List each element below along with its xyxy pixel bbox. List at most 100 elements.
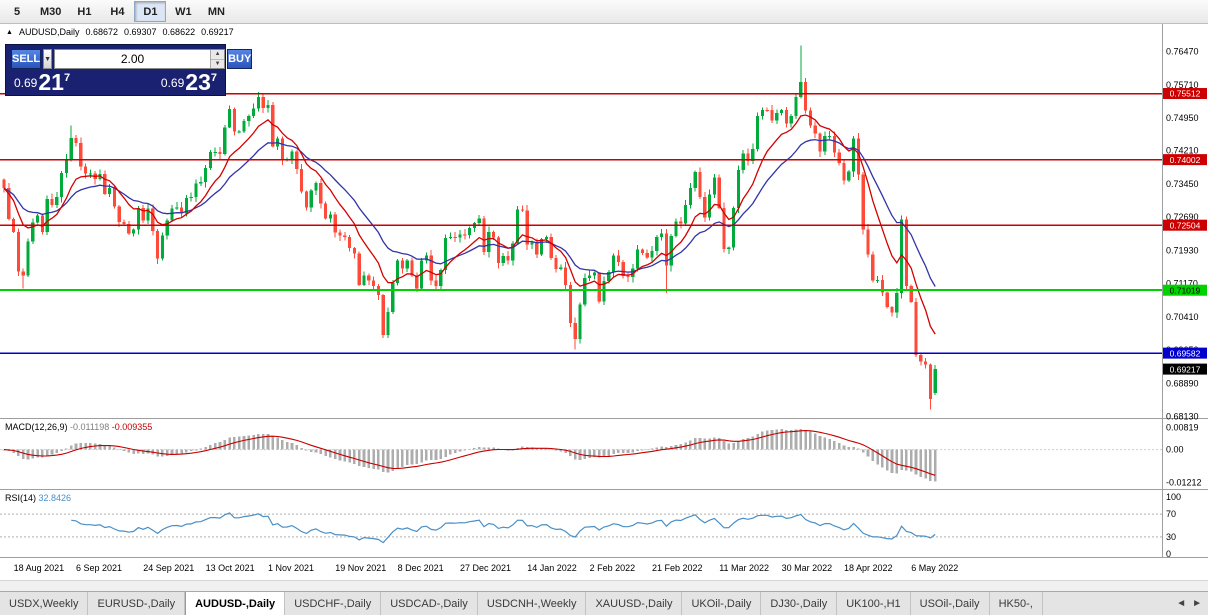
chart-text: 0.00 bbox=[1166, 445, 1184, 455]
date-axis-label: 24 Sep 2021 bbox=[143, 563, 194, 573]
tab-usdchf-daily[interactable]: USDCHF-,Daily bbox=[285, 592, 382, 615]
stepper-up-icon[interactable]: ▲ bbox=[211, 50, 225, 60]
tab-hk50[interactable]: HK50-, bbox=[989, 592, 1043, 615]
date-axis-label: 19 Nov 2021 bbox=[335, 563, 386, 573]
tab-audusd-daily[interactable]: AUDUSD-,Daily bbox=[185, 592, 286, 615]
tab-usdcad-daily[interactable]: USDCAD-,Daily bbox=[381, 592, 478, 615]
macd-signal-line bbox=[3, 430, 936, 476]
tab-scroll-controls: ◄ ► bbox=[1170, 592, 1208, 615]
tab-eurusd-daily[interactable]: EURUSD-,Daily bbox=[88, 592, 186, 615]
chart-text: 0.74950 bbox=[1166, 113, 1199, 123]
price-tag: 0.74002 bbox=[1163, 154, 1207, 166]
price-tag: 0.69582 bbox=[1163, 347, 1207, 359]
volume-input[interactable] bbox=[55, 50, 211, 68]
date-axis-label: 6 May 2022 bbox=[911, 563, 958, 573]
buy-price-big: 23 bbox=[185, 69, 211, 95]
chevron-down-icon: ▼ bbox=[44, 55, 52, 63]
stepper-down-icon[interactable]: ▼ bbox=[211, 59, 225, 68]
tab-usdx-weekly[interactable]: USDX,Weekly bbox=[0, 592, 89, 615]
ohlc-open: 0.68672 bbox=[85, 27, 118, 37]
ohlc-close: 0.69217 bbox=[201, 27, 234, 37]
price-tag: 0.72504 bbox=[1163, 219, 1207, 231]
chart-text: 0 bbox=[1166, 549, 1171, 559]
date-axis-label: 13 Oct 2021 bbox=[206, 563, 255, 573]
timeframe-button-h1[interactable]: H1 bbox=[77, 5, 92, 18]
chart-text: 0.71930 bbox=[1166, 245, 1199, 255]
chart-tabs-bar: USDX,Weekly EURUSD-,Daily AUDUSD-,Daily USD… bbox=[0, 591, 1208, 615]
chart-text: 0.75710 bbox=[1166, 80, 1199, 90]
chart-text: 0.72504 bbox=[1170, 220, 1201, 230]
rsi-line bbox=[71, 512, 936, 544]
chart-text: 0.00819 bbox=[1166, 423, 1199, 433]
chart-text: -0.01212 bbox=[1166, 477, 1202, 487]
sell-price-prefix: 0.69 bbox=[14, 76, 38, 90]
chart-area[interactable]: 0.76470 0.75710 0.74950 0.74210 0.73450 0.726… bbox=[0, 24, 1208, 580]
rsi-header: RSI(14) 32.8426 bbox=[5, 493, 71, 503]
timeframe-button-mn[interactable]: MN bbox=[207, 5, 225, 18]
chart-symbol-title: AUDUSD,Daily bbox=[18, 27, 80, 37]
chart-text: 0.68890 bbox=[1166, 378, 1199, 388]
chart-text: 0.70410 bbox=[1166, 312, 1199, 322]
sell-button[interactable]: SELL bbox=[11, 49, 42, 69]
one-click-trade-panel: SELL ▼ ▲ ▼ BUY 0.69 21 7 0.69 23 bbox=[5, 44, 253, 96]
sell-price[interactable]: 0.69 21 7 bbox=[14, 71, 71, 94]
sell-price-pipette: 7 bbox=[63, 72, 71, 84]
date-axis-label: 1 Nov 2021 bbox=[268, 563, 314, 573]
date-axis-label: 2 Feb 2022 bbox=[590, 563, 636, 573]
tab-usoil-daily[interactable]: USOil-,Daily bbox=[910, 592, 990, 615]
chart-text: 0.75512 bbox=[1170, 89, 1201, 99]
timeframe-toolbar: 5 M30 H1 H4 D1 W1 MN bbox=[0, 0, 1208, 24]
timeframe-button-w1[interactable]: W1 bbox=[175, 5, 192, 18]
buy-price-prefix: 0.69 bbox=[160, 76, 185, 90]
symbol-marker-icon: ▲ bbox=[6, 28, 13, 36]
timeframe-button-h4[interactable]: H4 bbox=[110, 5, 125, 18]
buy-price[interactable]: 0.69 23 7 bbox=[160, 69, 217, 95]
date-axis-label: 8 Dec 2021 bbox=[398, 563, 444, 573]
timeframe-button-d1[interactable]: D1 bbox=[134, 1, 167, 22]
chart-text: 0.74002 bbox=[1170, 155, 1201, 165]
tab-uk100-h1[interactable]: UK100-,H1 bbox=[837, 592, 911, 615]
buy-button[interactable]: BUY bbox=[227, 49, 253, 69]
date-axis-label: 18 Aug 2021 bbox=[14, 563, 65, 573]
ma-slow-line bbox=[3, 138, 936, 287]
bottom-strip bbox=[0, 580, 1208, 591]
date-axis-label: 30 Mar 2022 bbox=[782, 563, 833, 573]
date-axis-label: 21 Feb 2022 bbox=[652, 563, 703, 573]
volume-stepper: ▲ ▼ bbox=[210, 50, 225, 68]
chart-text: 30 bbox=[1166, 532, 1176, 542]
macd-header: MACD(12,26,9) -0.011198 -0.009355 bbox=[5, 422, 152, 432]
chart-text: 0.71019 bbox=[1170, 285, 1201, 295]
price-tag: 0.75512 bbox=[1163, 88, 1207, 100]
tab-xauusd-daily[interactable]: XAUUSD-,Daily bbox=[586, 592, 683, 615]
timeframe-button-m30[interactable]: M30 bbox=[40, 5, 62, 18]
price-tag: 0.71019 bbox=[1163, 284, 1207, 296]
chart-text: 0.69217 bbox=[1170, 364, 1201, 374]
buy-price-pipette: 7 bbox=[210, 72, 217, 84]
date-axis-label: 14 Jan 2022 bbox=[527, 563, 577, 573]
scroll-left-icon[interactable]: ◄ bbox=[1176, 597, 1187, 609]
chart-text: 70 bbox=[1166, 509, 1176, 519]
timeframe-button-5[interactable]: 5 bbox=[13, 5, 21, 18]
date-axis-label: 6 Sep 2021 bbox=[76, 563, 122, 573]
chart-text: 0.74210 bbox=[1166, 146, 1199, 156]
chart-text: 0.68130 bbox=[1166, 412, 1199, 422]
chart-ohlc-header: ▲ AUDUSD,Daily 0.68672 0.69307 0.68622 0… bbox=[6, 27, 234, 37]
volume-dropdown-button[interactable]: ▼ bbox=[43, 49, 53, 69]
ma-fast-line bbox=[3, 114, 936, 335]
chart-text: 0.76470 bbox=[1166, 47, 1199, 57]
ohlc-high: 0.69307 bbox=[124, 27, 157, 37]
volume-box: ▲ ▼ bbox=[54, 49, 226, 69]
chart-text: 100 bbox=[1166, 492, 1181, 502]
tab-usdcnh-weekly[interactable]: USDCNH-,Weekly bbox=[477, 592, 587, 615]
tab-dj30-daily[interactable]: DJ30-,Daily bbox=[761, 592, 838, 615]
date-axis-label: 18 Apr 2022 bbox=[844, 563, 893, 573]
chart-text: 0.72690 bbox=[1166, 212, 1199, 222]
chart-text: 0.71170 bbox=[1166, 279, 1198, 289]
scroll-right-icon[interactable]: ► bbox=[1192, 597, 1202, 609]
chart-tabs: USDX,Weekly EURUSD-,Daily AUDUSD-,Daily USD… bbox=[0, 592, 1170, 615]
ohlc-low: 0.68622 bbox=[162, 27, 196, 37]
chart-text: 0.69582 bbox=[1170, 348, 1201, 358]
date-axis-label: 11 Mar 2022 bbox=[719, 563, 769, 573]
tab-ukoil-daily[interactable]: UKOil-,Daily bbox=[682, 592, 762, 615]
